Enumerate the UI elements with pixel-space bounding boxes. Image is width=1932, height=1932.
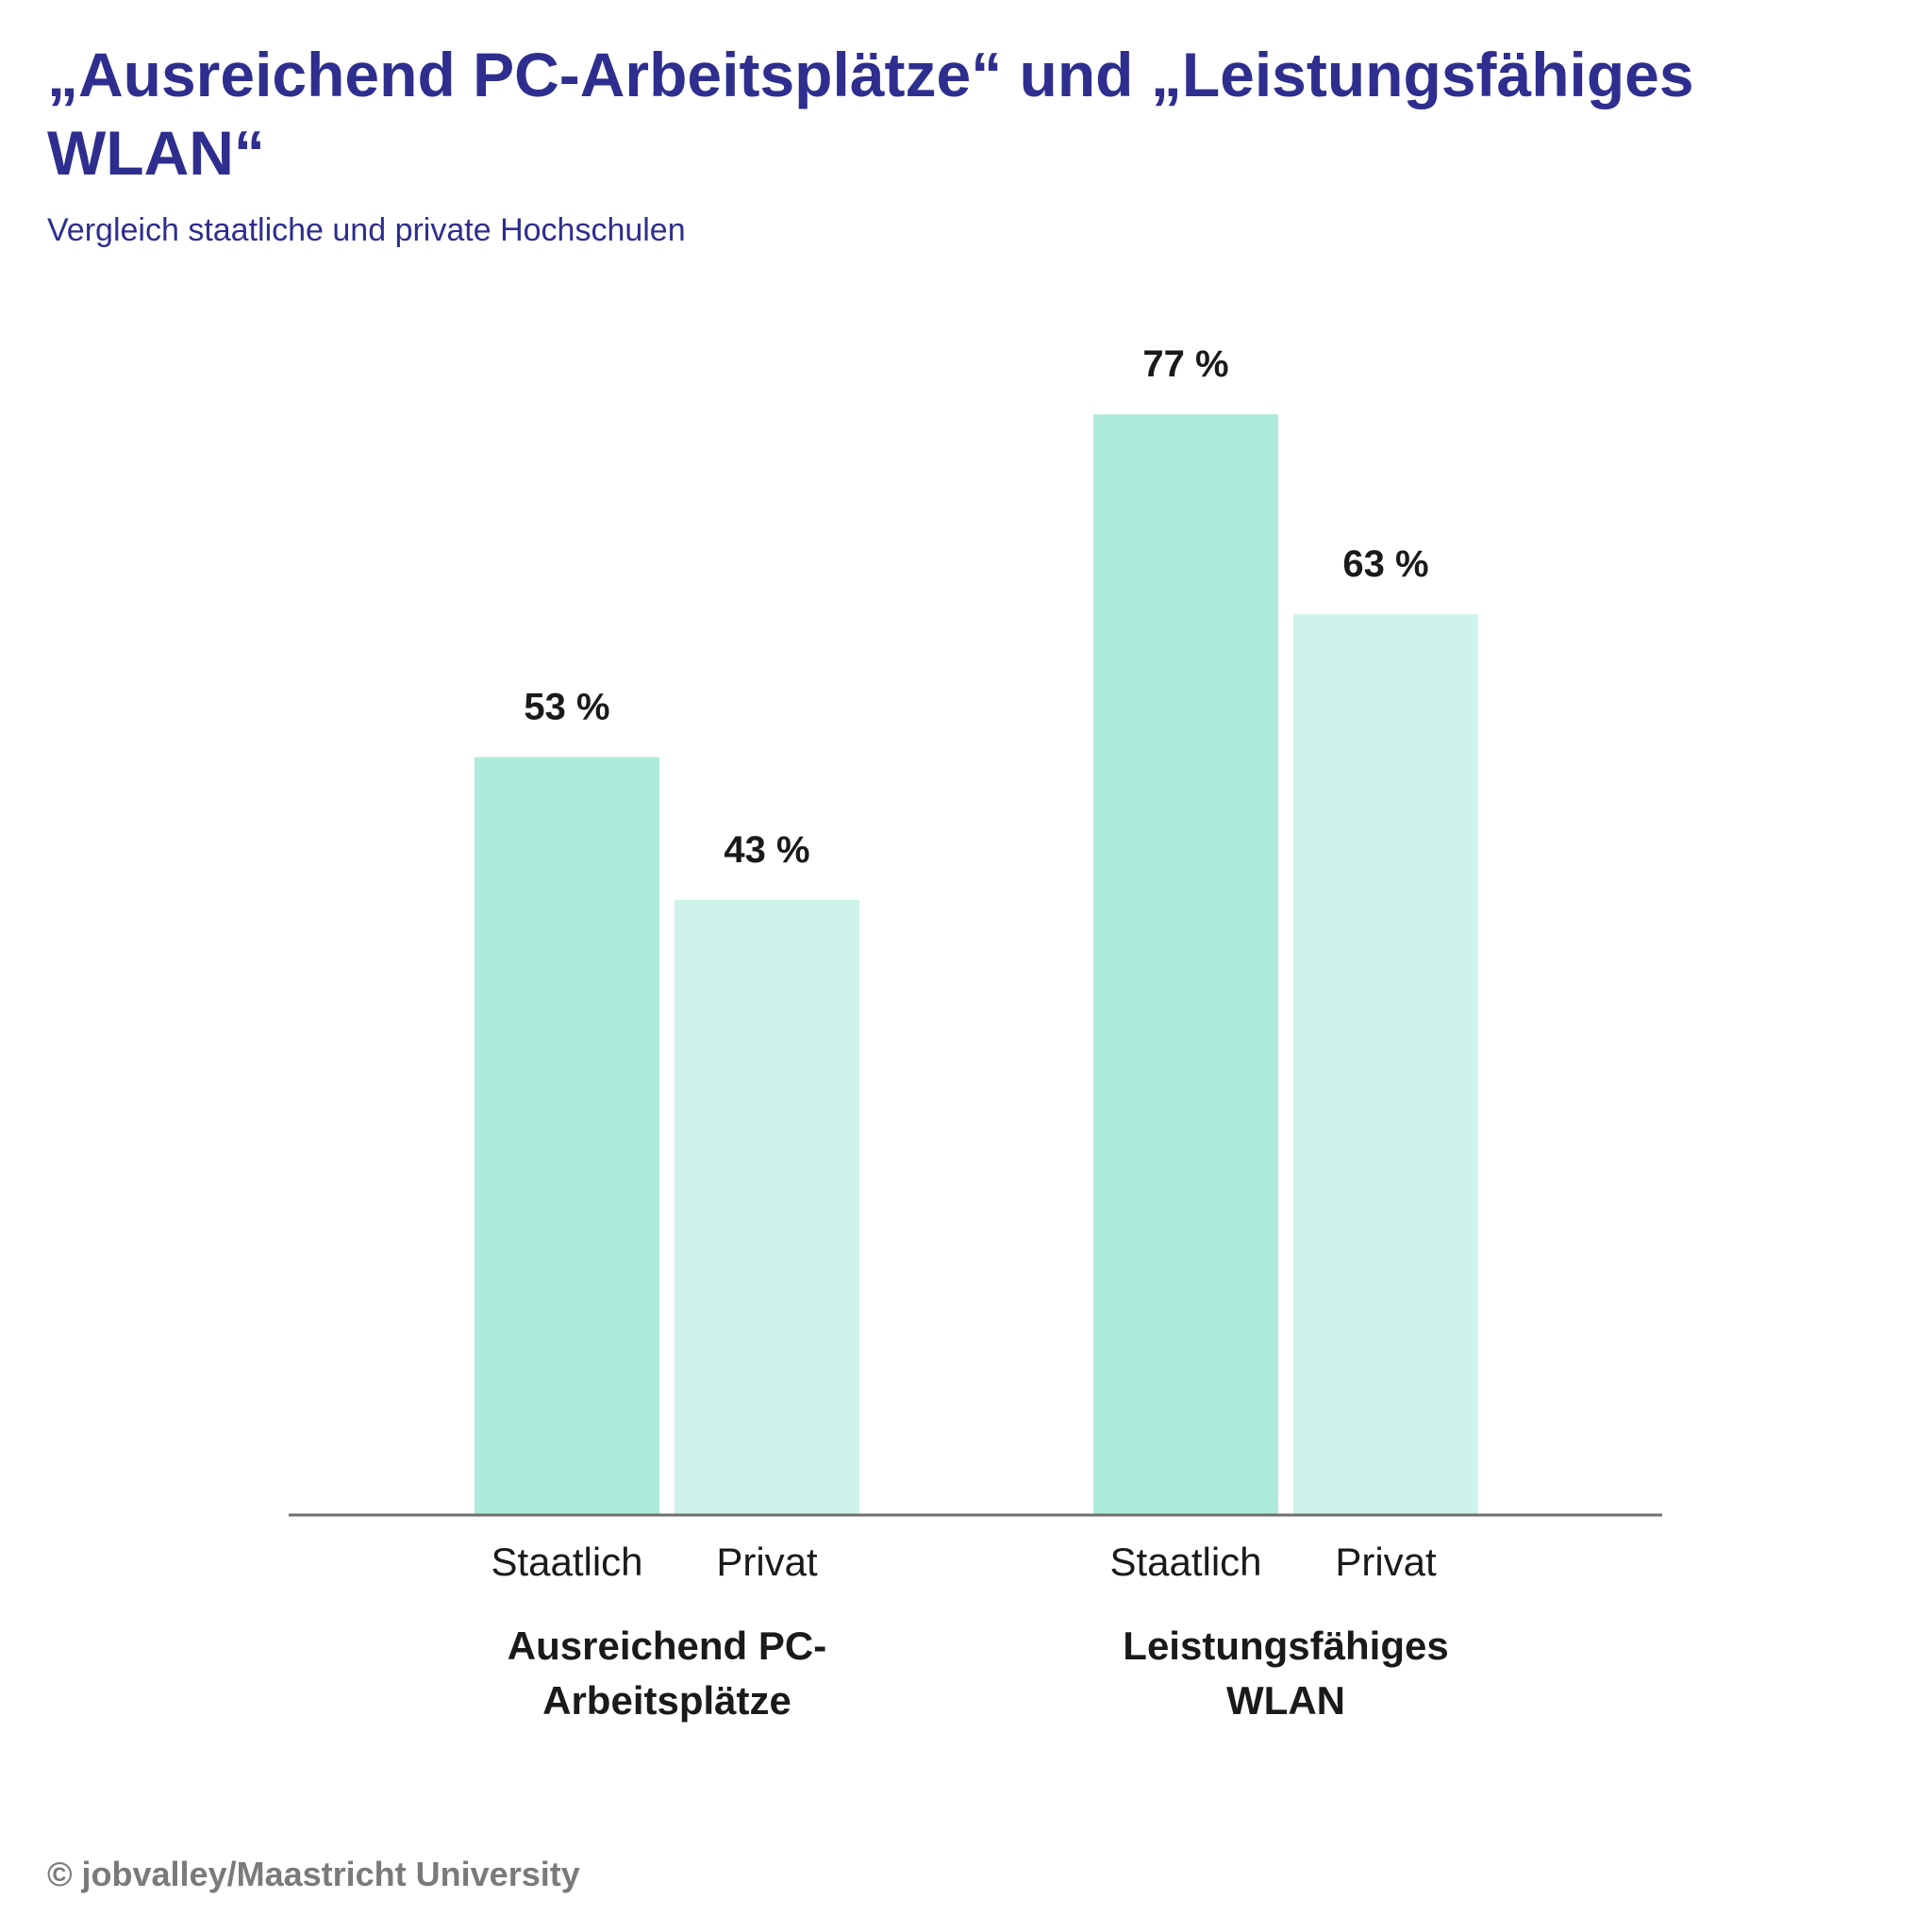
group-label: Arbeitsplätze [542,1678,791,1723]
bar-category-label: Privat [716,1540,818,1584]
chart-title: „Ausreichend PC-Arbeitsplätze“ und „Leis… [47,40,1694,188]
group-label: Leistungsfähiges [1123,1624,1448,1668]
bar-staatlich [475,757,659,1514]
group-label: Ausreichend PC- [508,1624,826,1668]
data-label: 43 % [724,829,809,871]
bar-category-label: Staatlich [491,1540,642,1584]
data-label: 63 % [1342,543,1428,585]
bar-staatlich [1093,414,1278,1515]
bar-privat [1293,614,1478,1514]
data-label: 77 % [1142,343,1228,385]
bar-category-label: Staatlich [1109,1540,1261,1584]
group-label: WLAN [1226,1678,1345,1723]
bar-privat [675,899,859,1514]
source-credit: © jobvalley/Maastricht University [47,1855,580,1893]
data-label: 53 % [524,687,609,728]
chart-subtitle: Vergleich staatliche und private Hochsch… [47,212,686,248]
bar-category-label: Privat [1335,1540,1437,1584]
